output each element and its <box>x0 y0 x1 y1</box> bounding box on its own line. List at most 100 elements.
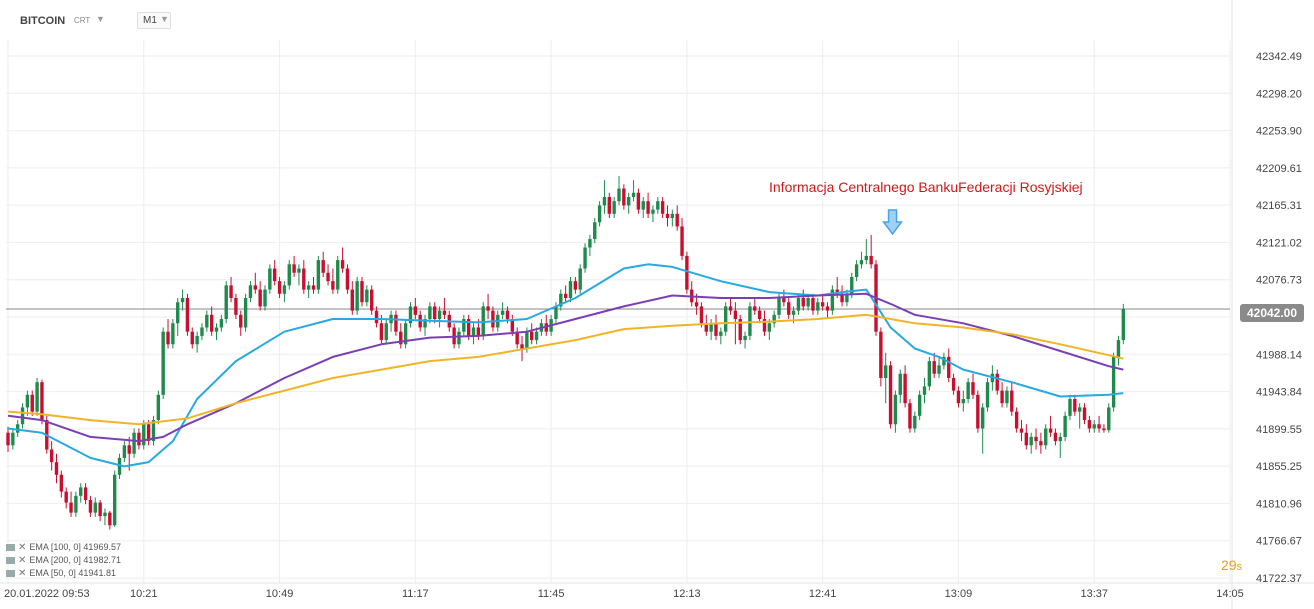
candle-body <box>214 327 219 332</box>
candle-body <box>360 281 364 303</box>
candle-down <box>1097 415 1101 433</box>
timeframe-selector[interactable]: M1 ▼ <box>137 12 171 29</box>
indicator-settings-icon[interactable] <box>6 570 15 578</box>
candle-up <box>423 314 427 336</box>
candle-body <box>195 335 199 345</box>
candle-body <box>239 314 243 328</box>
candle-up <box>985 377 990 412</box>
candle-up <box>408 302 413 328</box>
y-tick-label: 42342.49 <box>1256 51 1302 63</box>
candle-body <box>743 335 747 341</box>
candle-up <box>200 323 204 341</box>
candle-body <box>437 310 442 320</box>
indicator-settings-icon[interactable] <box>6 544 15 552</box>
candle-up <box>117 453 122 479</box>
y-tick-label: 41943.84 <box>1256 387 1302 399</box>
candle-down <box>292 255 296 277</box>
candle-down <box>360 276 364 307</box>
candle-up <box>1121 303 1126 345</box>
candle-body <box>1014 411 1019 429</box>
candle-up <box>287 260 291 290</box>
close-icon[interactable]: ✕ <box>18 568 27 579</box>
candle-down <box>820 293 825 311</box>
candle-up <box>854 260 859 282</box>
candle-down <box>59 470 64 498</box>
candle-down <box>622 184 626 210</box>
ema200-line <box>7 313 1124 426</box>
candle-body <box>117 457 122 475</box>
candle-body <box>510 319 515 332</box>
candle-up <box>248 281 253 303</box>
candle-down <box>137 428 141 450</box>
candle-up <box>641 196 645 219</box>
candle-body <box>311 285 316 290</box>
candle-body <box>704 323 708 332</box>
chevron-down-icon[interactable]: ▼ <box>96 14 105 24</box>
candle-body <box>1073 399 1077 412</box>
legend-label: EMA [100, 0] 41969.57 <box>29 542 121 552</box>
candle-body <box>1019 428 1024 433</box>
candle-body <box>694 302 699 307</box>
y-tick-label: 41722.37 <box>1256 573 1302 585</box>
current-price-badge: 42042.00 <box>1240 304 1304 322</box>
candle-body <box>884 365 888 378</box>
candle-body <box>74 495 78 513</box>
candle-up <box>656 196 660 214</box>
candle-body <box>1010 390 1014 412</box>
candle-body <box>1005 390 1009 404</box>
candle-body <box>777 298 781 315</box>
candle-down <box>486 293 490 320</box>
candle-body <box>321 260 325 273</box>
candle-body <box>476 327 481 336</box>
candle-up <box>893 390 898 433</box>
indicator-settings-icon[interactable] <box>6 557 15 565</box>
candle-down <box>714 314 718 341</box>
candle-body <box>820 302 825 307</box>
candle-body <box>588 239 592 248</box>
candle-down <box>675 205 679 231</box>
candle-down <box>1102 424 1106 433</box>
candle-body <box>622 188 626 206</box>
candle-up <box>306 281 311 299</box>
candle-body <box>277 281 282 294</box>
x-tick-label: 11:45 <box>538 588 565 600</box>
candle-body <box>263 289 267 307</box>
candle-down <box>1048 415 1053 437</box>
candle-body <box>471 327 476 336</box>
candle-body <box>408 306 413 324</box>
candle-body <box>525 331 529 349</box>
close-icon[interactable]: ✕ <box>18 555 27 566</box>
candle-up <box>966 377 970 404</box>
symbol-type: CRT <box>74 16 91 25</box>
symbol-name[interactable]: BITCOIN <box>20 15 66 27</box>
candle-up <box>864 239 869 265</box>
candle-up <box>898 369 902 404</box>
candle-up <box>961 390 965 412</box>
chart-annotation: Informacja Centralnego BankuFederacji Ro… <box>769 179 1083 195</box>
candle-body <box>578 268 582 290</box>
candle-up <box>462 314 466 336</box>
candle-body <box>83 487 88 501</box>
candle-down <box>253 272 258 294</box>
candle-body <box>685 255 689 290</box>
candle-body <box>248 285 253 299</box>
x-tick-label: 13:09 <box>945 588 973 600</box>
candle-up <box>122 441 127 463</box>
legend-item-ema100[interactable]: ✕ EMA [100, 0] 41969.57 <box>6 541 121 554</box>
candle-up <box>588 234 592 256</box>
legend-item-ema50[interactable]: ✕ EMA [50, 0] 41941.81 <box>6 567 121 580</box>
candle-body <box>457 331 461 345</box>
legend-item-ema200[interactable]: ✕ EMA [200, 0] 41982.71 <box>6 554 121 567</box>
candle-down <box>369 285 374 315</box>
candle-body <box>980 407 985 429</box>
candle-body <box>258 289 262 307</box>
candle-body <box>593 222 597 240</box>
candle-body <box>762 319 767 332</box>
candle-up <box>593 218 597 244</box>
close-icon[interactable]: ✕ <box>18 542 27 553</box>
candle-up <box>35 377 39 416</box>
candle-body <box>559 293 563 307</box>
candle-up <box>132 428 136 458</box>
candle-body <box>728 306 733 311</box>
